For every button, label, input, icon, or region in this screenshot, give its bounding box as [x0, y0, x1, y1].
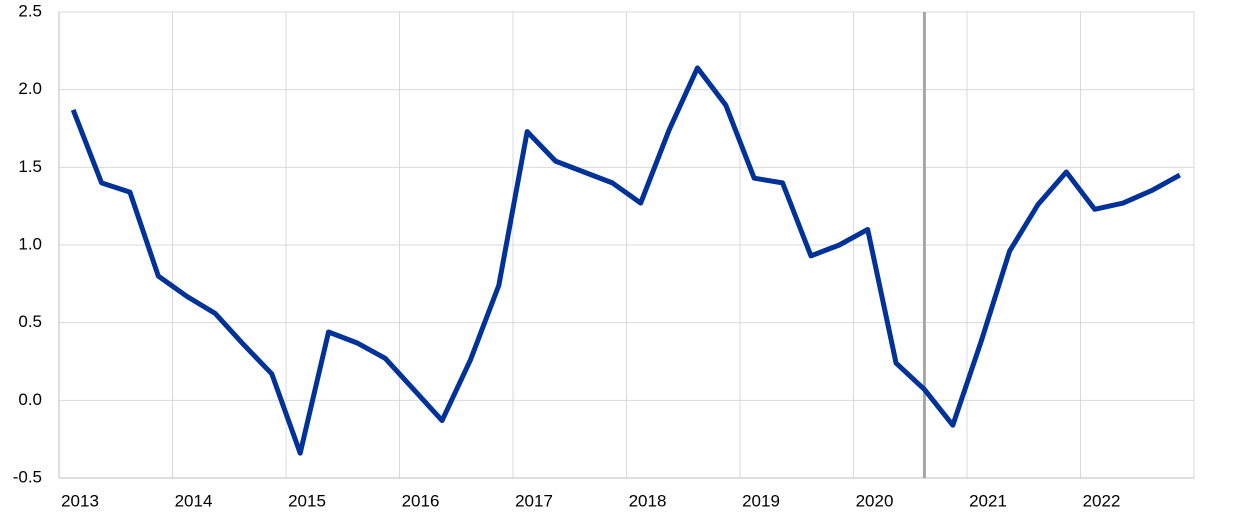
y-tick-label: 2.0: [18, 79, 42, 98]
x-tick-label: 2015: [288, 491, 326, 510]
x-tick-label: 2019: [742, 491, 780, 510]
y-tick-label: 0.5: [18, 312, 42, 331]
x-tick-label: 2020: [856, 491, 894, 510]
x-tick-label: 2021: [969, 491, 1007, 510]
x-tick-label: 2022: [1083, 491, 1121, 510]
y-tick-label: 2.5: [18, 1, 42, 20]
data-line: [70, 65, 1182, 456]
x-tick-label: 2016: [402, 491, 440, 510]
y-tick-label: -0.5: [13, 467, 42, 486]
y-tick-label: 0.0: [18, 390, 42, 409]
x-tick-label: 2017: [515, 491, 553, 510]
x-tick-label: 2018: [629, 491, 667, 510]
y-tick-label: 1.0: [18, 234, 42, 253]
y-tick-label: 1.5: [18, 157, 42, 176]
x-tick-label: 2014: [175, 491, 213, 510]
x-tick-label: 2013: [61, 491, 99, 510]
